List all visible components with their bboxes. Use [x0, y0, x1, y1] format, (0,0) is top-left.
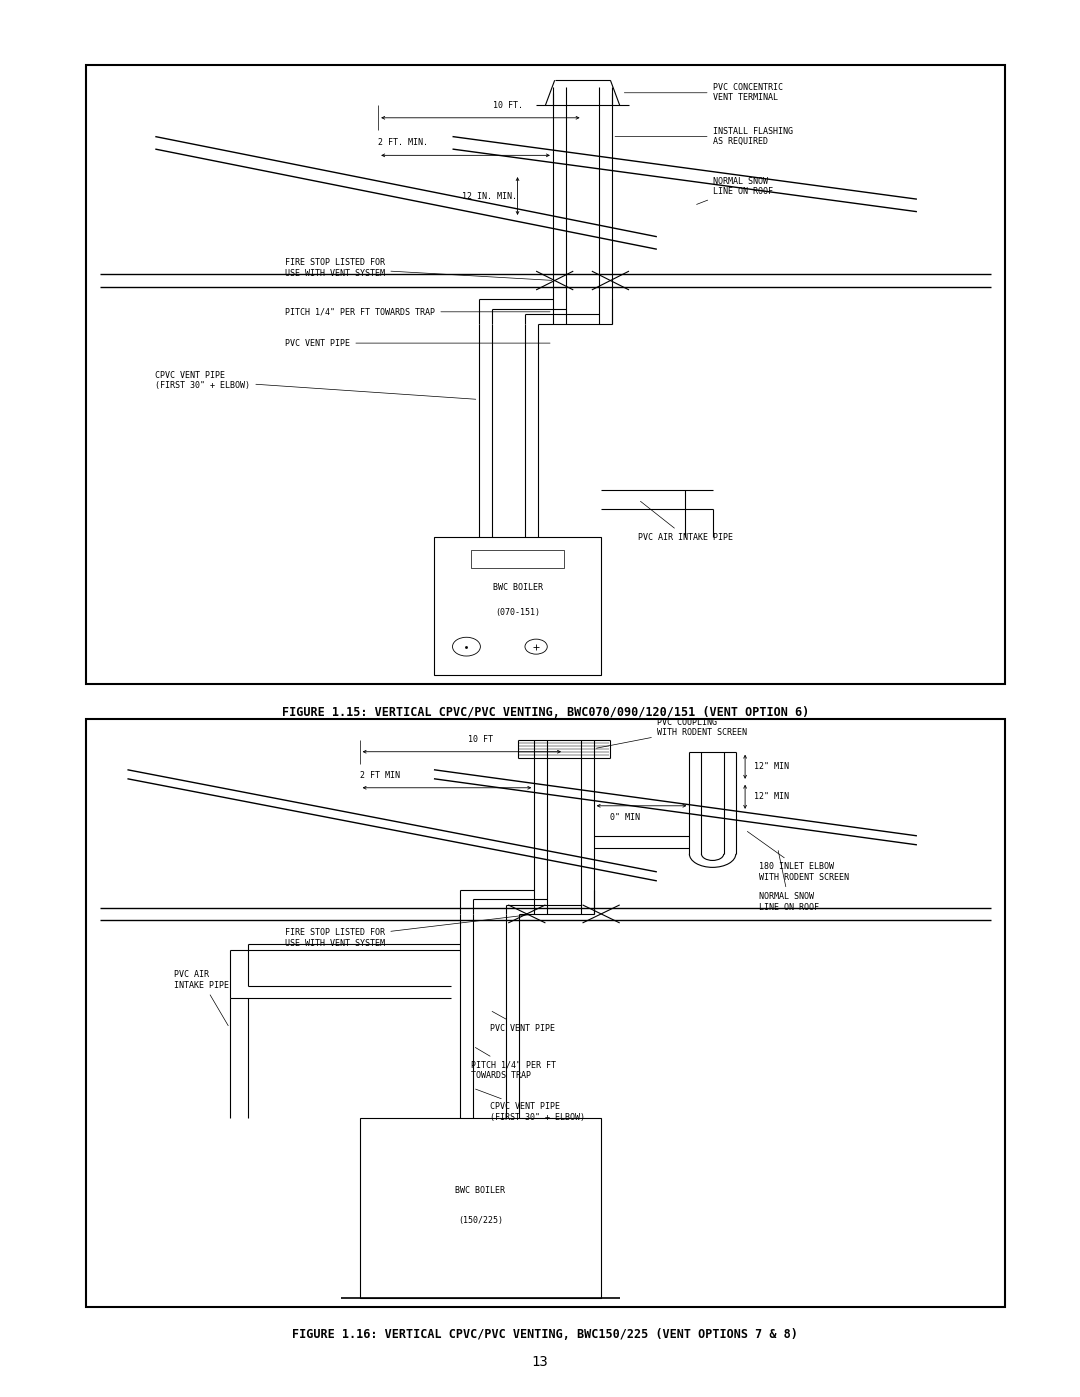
Bar	[434, 536, 602, 675]
Text: NORMAL SNOW
LINE ON ROOF: NORMAL SNOW LINE ON ROOF	[759, 851, 819, 912]
Text: CPVC VENT PIPE
(FIRST 30" + ELBOW): CPVC VENT PIPE (FIRST 30" + ELBOW)	[156, 372, 476, 400]
Text: 2 FT MIN: 2 FT MIN	[360, 771, 400, 781]
Text: BWC BOILER: BWC BOILER	[456, 1186, 505, 1194]
Text: PITCH 1/4" PER FT TOWARDS TRAP: PITCH 1/4" PER FT TOWARDS TRAP	[285, 307, 550, 316]
Text: FIRE STOP LISTED FOR
USE WITH VENT SYSTEM: FIRE STOP LISTED FOR USE WITH VENT SYSTE…	[285, 258, 552, 281]
Text: PVC COUPLING
WITH RODENT SCREEN: PVC COUPLING WITH RODENT SCREEN	[596, 718, 747, 749]
Text: INSTALL FLASHING
AS REQUIRED: INSTALL FLASHING AS REQUIRED	[615, 127, 793, 147]
Text: PVC VENT PIPE: PVC VENT PIPE	[285, 338, 550, 348]
Text: PVC AIR
INTAKE PIPE: PVC AIR INTAKE PIPE	[174, 971, 229, 1025]
Text: 12" MIN: 12" MIN	[754, 763, 789, 771]
Text: 180 INLET ELBOW
WITH RODENT SCREEN: 180 INLET ELBOW WITH RODENT SCREEN	[747, 831, 849, 882]
Text: FIGURE 1.16: VERTICAL CPVC/PVC VENTING, BWC150/225 (VENT OPTIONS 7 & 8): FIGURE 1.16: VERTICAL CPVC/PVC VENTING, …	[293, 1329, 798, 1341]
Text: PITCH 1/4" PER FT
TOWARDS TRAP: PITCH 1/4" PER FT TOWARDS TRAP	[471, 1048, 556, 1080]
Text: 12" MIN: 12" MIN	[754, 792, 789, 802]
Text: PVC VENT PIPE: PVC VENT PIPE	[489, 1011, 555, 1032]
Text: (150/225): (150/225)	[458, 1215, 503, 1225]
Text: BWC BOILER: BWC BOILER	[492, 583, 542, 592]
Bar	[471, 549, 564, 569]
Text: 13: 13	[531, 1355, 549, 1369]
Text: FIRE STOP LISTED FOR
USE WITH VENT SYSTEM: FIRE STOP LISTED FOR USE WITH VENT SYSTE…	[285, 914, 534, 947]
Text: 2 FT. MIN.: 2 FT. MIN.	[378, 138, 428, 147]
Text: 10 FT.: 10 FT.	[494, 101, 523, 110]
Text: CPVC VENT PIPE
(FIRST 30" + ELBOW): CPVC VENT PIPE (FIRST 30" + ELBOW)	[475, 1090, 584, 1122]
Text: (070-151): (070-151)	[495, 608, 540, 616]
Text: PVC AIR INTAKE PIPE: PVC AIR INTAKE PIPE	[638, 502, 733, 542]
Text: 0" MIN: 0" MIN	[610, 813, 640, 823]
Text: NORMAL SNOW
LINE ON ROOF: NORMAL SNOW LINE ON ROOF	[697, 177, 772, 204]
Bar	[360, 1118, 602, 1298]
Text: 12 IN. MIN.: 12 IN. MIN.	[462, 191, 517, 201]
Text: PVC CONCENTRIC
VENT TERMINAL: PVC CONCENTRIC VENT TERMINAL	[624, 82, 783, 102]
Text: 10 FT: 10 FT	[468, 735, 492, 745]
Text: FIGURE 1.15: VERTICAL CPVC/PVC VENTING, BWC070/090/120/151 (VENT OPTION 6): FIGURE 1.15: VERTICAL CPVC/PVC VENTING, …	[282, 705, 809, 719]
